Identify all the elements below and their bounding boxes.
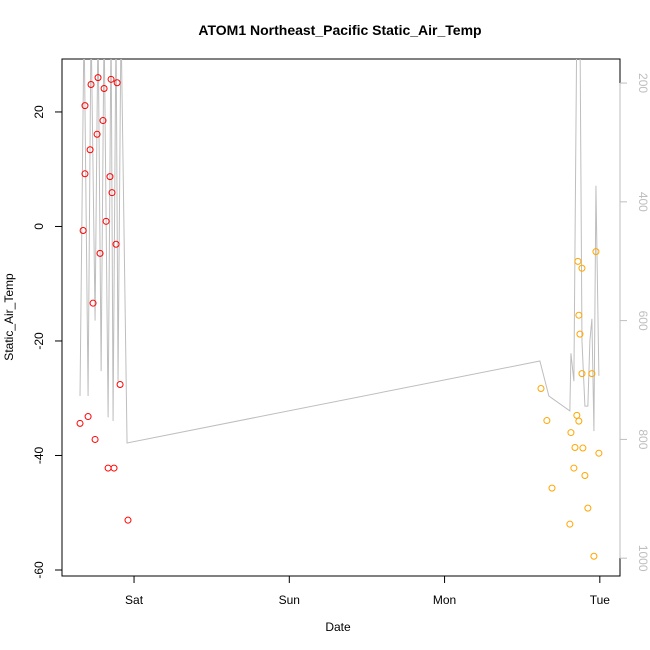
data-point xyxy=(106,173,114,181)
data-point xyxy=(108,189,116,197)
data-point xyxy=(566,520,574,528)
data-point xyxy=(81,170,89,178)
data-point xyxy=(579,444,587,452)
x-tick-label: Tue xyxy=(590,593,611,607)
x-tick-label: Sun xyxy=(279,593,300,607)
data-point xyxy=(94,74,102,82)
y2-tick-label: 400 xyxy=(636,192,650,212)
data-point xyxy=(576,330,584,338)
data-point xyxy=(575,311,583,319)
y-tick-label: 0 xyxy=(32,223,46,230)
data-point xyxy=(87,80,95,88)
y2-tick-label: 600 xyxy=(636,311,650,331)
y-tick-label: -40 xyxy=(32,446,46,464)
data-point xyxy=(537,384,545,392)
data-point xyxy=(590,552,598,560)
data-point xyxy=(548,484,556,492)
data-point xyxy=(543,417,551,425)
data-point xyxy=(76,419,84,427)
x-tick-label: Sat xyxy=(125,593,144,607)
y-tick-label: -20 xyxy=(32,332,46,350)
data-point xyxy=(86,146,94,154)
x-tick-label: Mon xyxy=(433,593,456,607)
data-point xyxy=(93,130,101,138)
data-point xyxy=(116,380,124,388)
data-point xyxy=(588,370,596,378)
data-point xyxy=(84,413,92,421)
data-point xyxy=(567,429,575,437)
data-point xyxy=(581,472,589,480)
data-point xyxy=(102,217,110,225)
data-point xyxy=(96,249,104,257)
data-point xyxy=(79,226,87,234)
y2-tick-label: 1000 xyxy=(636,545,650,572)
data-point xyxy=(578,370,586,378)
plot-area xyxy=(79,59,600,444)
data-point xyxy=(113,79,121,87)
data-point xyxy=(112,240,120,248)
y-axis-label: Static_Air_Temp xyxy=(2,273,16,361)
x-axis-label: Date xyxy=(325,620,351,634)
data-point xyxy=(574,257,582,265)
data-point xyxy=(584,504,592,512)
y2-tick-label: 800 xyxy=(636,429,650,449)
data-line xyxy=(79,59,600,444)
data-point xyxy=(578,264,586,272)
y-tick-label: -60 xyxy=(32,561,46,579)
chart-title: ATOM1 Northeast_Pacific Static_Air_Temp xyxy=(198,22,481,38)
data-point xyxy=(570,464,578,472)
y2-tick-label: 200 xyxy=(636,73,650,93)
data-point xyxy=(575,417,583,425)
data-point xyxy=(91,435,99,443)
data-point xyxy=(99,117,107,125)
data-point xyxy=(110,464,118,472)
data-point xyxy=(592,248,600,256)
data-point xyxy=(100,84,108,92)
data-point xyxy=(89,299,97,307)
data-point xyxy=(571,443,579,451)
data-point xyxy=(124,516,132,524)
data-point xyxy=(81,102,89,110)
data-point xyxy=(595,449,603,457)
data-point xyxy=(107,75,115,83)
y-tick-label: 20 xyxy=(32,105,46,119)
